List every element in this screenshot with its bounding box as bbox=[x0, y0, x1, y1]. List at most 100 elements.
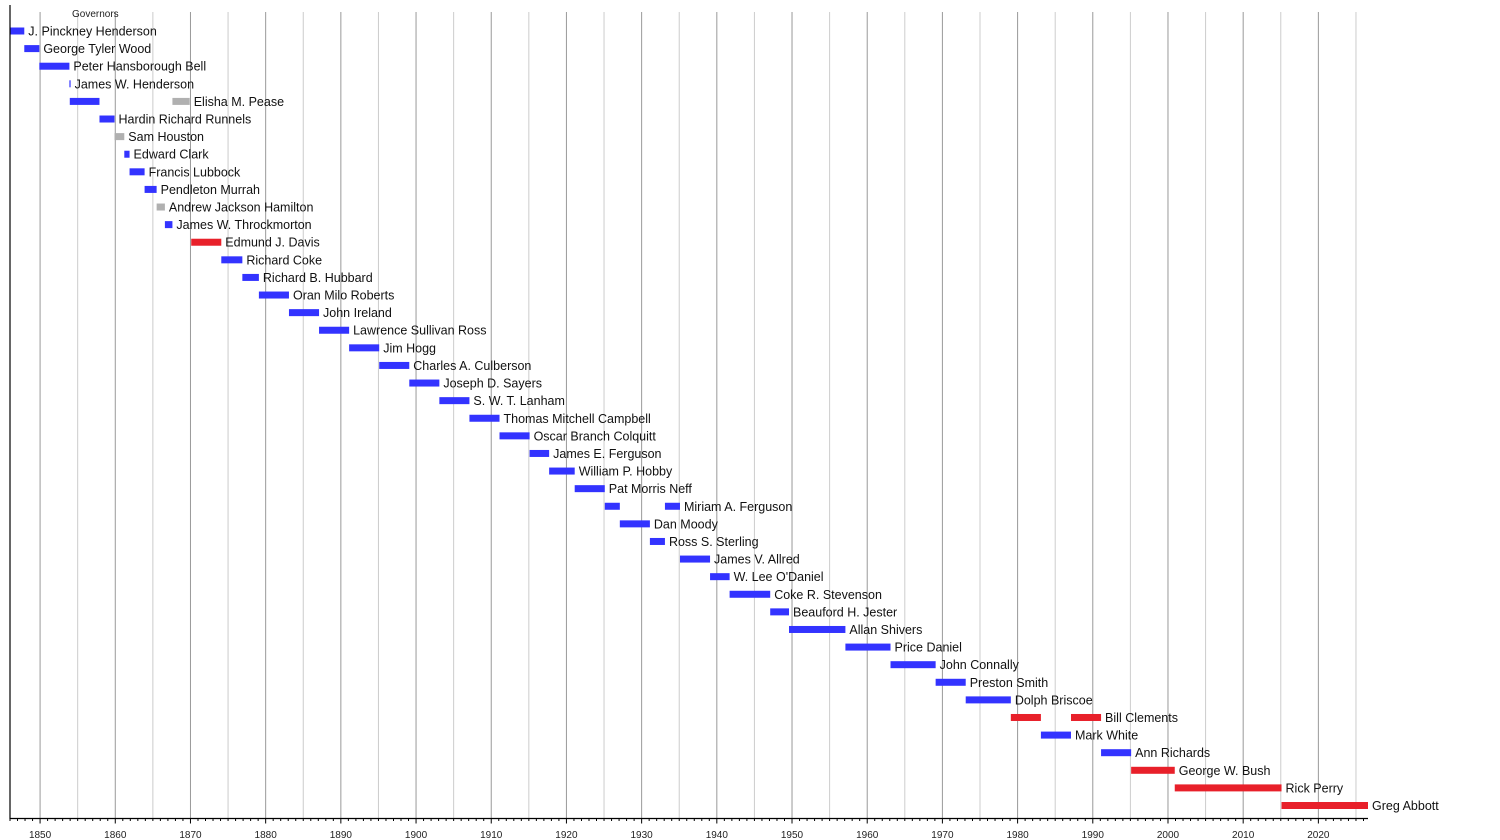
term-bar bbox=[10, 27, 25, 35]
governor-label: Allan Shivers bbox=[849, 623, 922, 637]
governor-label: Charles A. Culberson bbox=[413, 359, 531, 373]
governor-label: Lawrence Sullivan Ross bbox=[353, 324, 486, 338]
governor-label: Beauford H. Jester bbox=[793, 605, 897, 619]
governor-label: Coke R. Stevenson bbox=[774, 588, 882, 602]
x-tick-label: 1850 bbox=[29, 830, 52, 840]
term-bar bbox=[1101, 749, 1132, 757]
x-tick-label: 1940 bbox=[706, 830, 729, 840]
term-bar bbox=[439, 397, 470, 405]
governor-label: James V. Allred bbox=[714, 553, 800, 567]
governor-label: Andrew Jackson Hamilton bbox=[169, 201, 314, 215]
term-bar bbox=[319, 326, 350, 334]
term-bar bbox=[191, 238, 222, 246]
term-bar bbox=[69, 80, 71, 88]
term-bar bbox=[649, 537, 665, 545]
x-tick-label: 1980 bbox=[1006, 830, 1029, 840]
term-bar bbox=[664, 502, 680, 510]
governor-label: Price Daniel bbox=[895, 641, 962, 655]
governor-label: Ann Richards bbox=[1135, 746, 1210, 760]
x-tick-label: 1900 bbox=[405, 830, 428, 840]
governor-label: Richard B. Hubbard bbox=[263, 271, 373, 285]
governor-label: Thomas Mitchell Campbell bbox=[504, 412, 651, 426]
governor-label: Greg Abbott bbox=[1372, 799, 1439, 813]
x-tick-label: 1880 bbox=[255, 830, 278, 840]
term-bar bbox=[679, 555, 711, 563]
governor-label: George Tyler Wood bbox=[43, 42, 151, 56]
governor-label: Ross S. Sterling bbox=[669, 535, 759, 549]
x-tick-label: 2000 bbox=[1157, 830, 1180, 840]
term-bar bbox=[890, 661, 936, 669]
gridlines bbox=[39, 12, 1357, 819]
governor-label: Pendleton Murrah bbox=[161, 183, 260, 197]
governor-label: James W. Henderson bbox=[75, 77, 195, 91]
term-bar bbox=[1070, 713, 1102, 721]
term-bar bbox=[242, 273, 259, 281]
term-bar bbox=[1010, 713, 1041, 721]
term-bar bbox=[604, 502, 620, 510]
term-bar bbox=[845, 643, 891, 651]
governor-label: Sam Houston bbox=[128, 130, 204, 144]
term-bar bbox=[770, 608, 790, 616]
governor-label: Mark White bbox=[1075, 729, 1138, 743]
term-bar bbox=[129, 168, 145, 176]
governor-label: Rick Perry bbox=[1286, 781, 1344, 795]
governor-label: James W. Throckmorton bbox=[176, 218, 311, 232]
x-tick-label: 1890 bbox=[330, 830, 353, 840]
x-tick-label: 1950 bbox=[781, 830, 804, 840]
term-bar bbox=[1174, 784, 1282, 792]
x-tick-label: 1860 bbox=[104, 830, 127, 840]
term-bar bbox=[965, 696, 1011, 704]
term-bar bbox=[574, 485, 605, 493]
governor-label: Hardin Richard Runnels bbox=[119, 113, 252, 127]
governor-label: W. Lee O'Daniel bbox=[734, 570, 824, 584]
governor-label: William P. Hobby bbox=[579, 465, 673, 479]
x-tick-label: 1970 bbox=[931, 830, 954, 840]
term-bar bbox=[1281, 802, 1368, 809]
governor-label: Peter Hansborough Bell bbox=[73, 60, 206, 74]
governor-label: James E. Ferguson bbox=[553, 447, 661, 461]
governor-label: Oscar Branch Colquitt bbox=[534, 429, 657, 443]
governor-label: Francis Lubbock bbox=[149, 165, 241, 179]
term-bar bbox=[529, 449, 550, 457]
term-bar bbox=[124, 150, 130, 158]
governor-labels: J. Pinckney Henderson George Tyler Wood Pe… bbox=[28, 25, 1439, 814]
term-bar bbox=[1040, 731, 1071, 739]
term-bar bbox=[164, 221, 173, 229]
term-bar bbox=[39, 62, 70, 70]
governor-label: Dolph Briscoe bbox=[1015, 693, 1093, 707]
term-bar bbox=[469, 414, 500, 422]
governor-label: Preston Smith bbox=[970, 676, 1049, 690]
governor-label: Dan Moody bbox=[654, 517, 719, 531]
term-bar bbox=[114, 133, 125, 141]
x-tick-label: 1930 bbox=[631, 830, 654, 840]
term-bar bbox=[935, 678, 966, 686]
term-bars bbox=[10, 27, 1368, 809]
governor-label: Miriam A. Ferguson bbox=[684, 500, 792, 514]
governor-label: Oran Milo Roberts bbox=[293, 289, 394, 303]
x-axis: 1850 1860 1870 1880 1890 1900 1910 1920 1930 1940… bbox=[9, 818, 1364, 840]
term-bar bbox=[409, 379, 440, 387]
governor-label: J. Pinckney Henderson bbox=[28, 25, 157, 39]
governor-label: Pat Morris Neff bbox=[609, 482, 693, 496]
governor-label: George W. Bush bbox=[1179, 764, 1271, 778]
term-bar bbox=[549, 467, 575, 475]
term-bar bbox=[221, 256, 243, 264]
governor-label: S. W. T. Lanham bbox=[473, 394, 564, 408]
term-bar bbox=[258, 291, 289, 299]
term-bar bbox=[499, 432, 530, 440]
term-bar bbox=[349, 344, 380, 352]
governor-label: Edmund J. Davis bbox=[225, 236, 319, 250]
term-bar bbox=[69, 97, 100, 105]
term-bar bbox=[710, 573, 730, 581]
term-bar bbox=[789, 625, 846, 633]
term-bar bbox=[1131, 766, 1175, 774]
x-tick-label: 2010 bbox=[1232, 830, 1255, 840]
term-bar bbox=[24, 45, 40, 53]
governor-label: John Connally bbox=[940, 658, 1020, 672]
governor-label: Richard Coke bbox=[246, 253, 322, 267]
term-bar bbox=[379, 361, 410, 369]
x-tick-label: 1920 bbox=[555, 830, 578, 840]
governor-label: Joseph D. Sayers bbox=[443, 377, 542, 391]
x-tick-label: 1990 bbox=[1082, 830, 1105, 840]
